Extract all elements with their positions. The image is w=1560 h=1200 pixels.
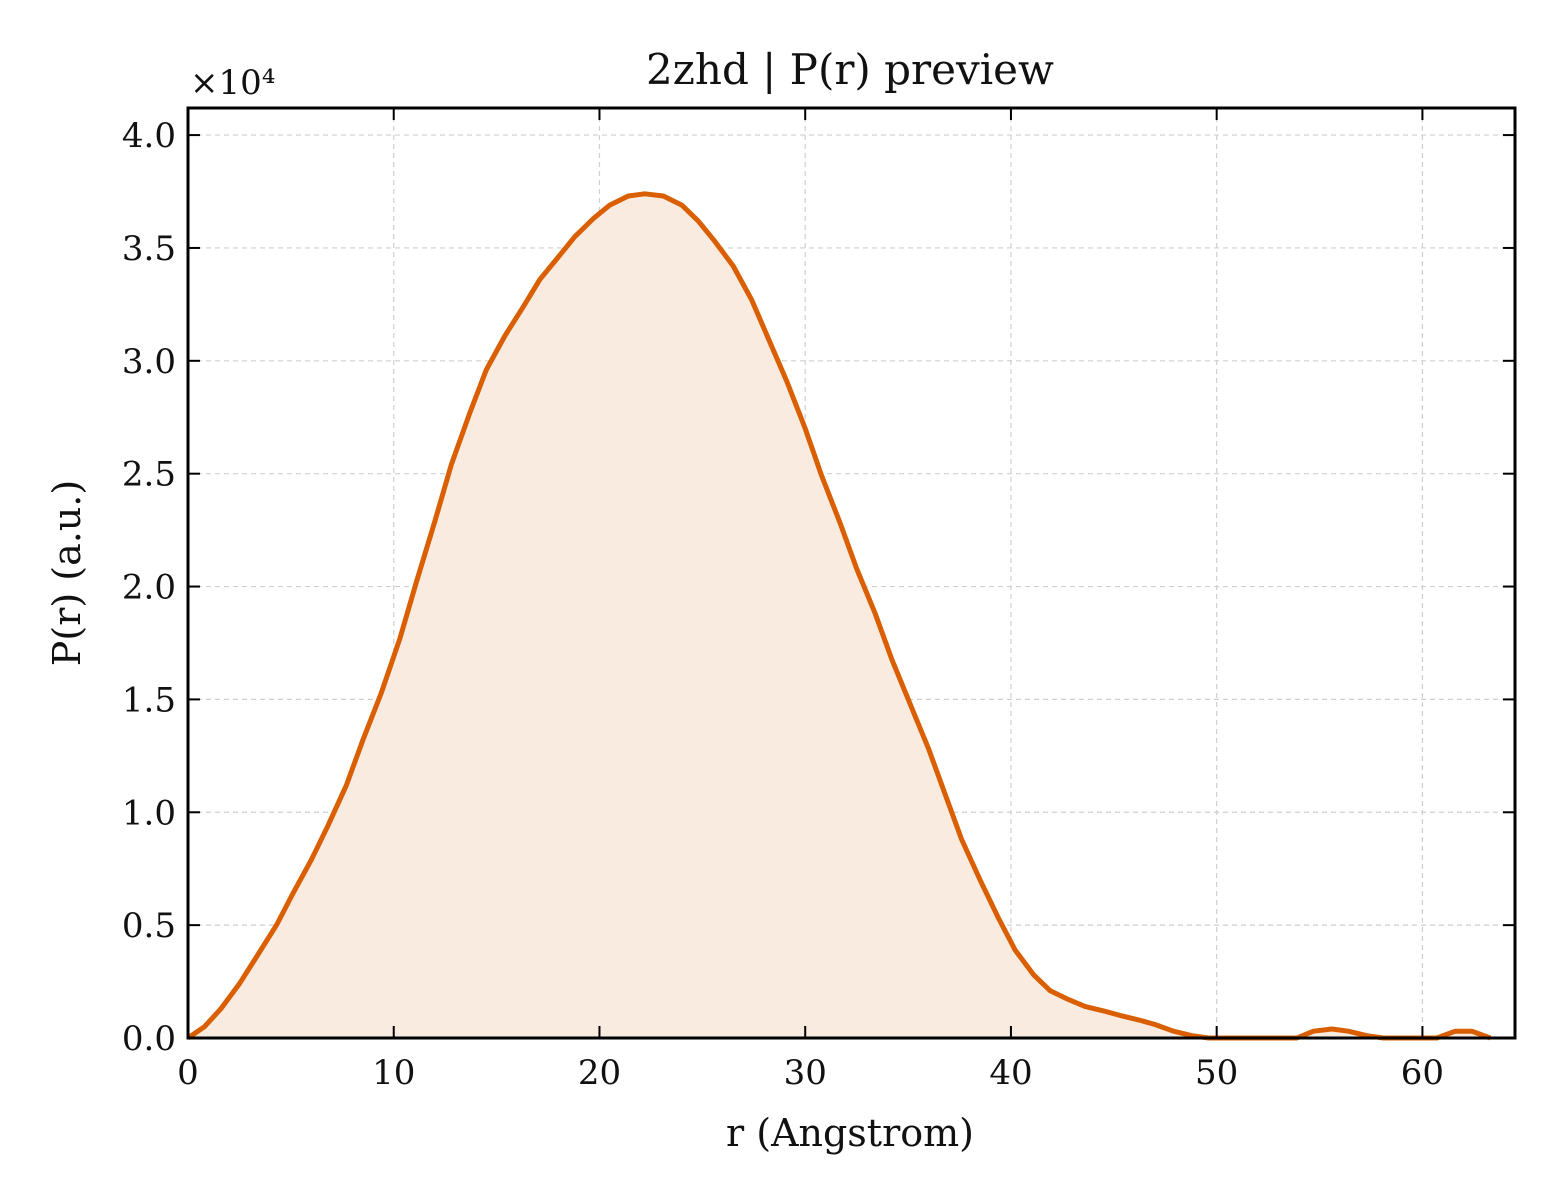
series-area-fill bbox=[188, 193, 1491, 1039]
y-tick-label: 2.5 bbox=[122, 455, 176, 495]
y-offset-label: ×10⁴ bbox=[190, 63, 275, 103]
plot-frame bbox=[186, 106, 1517, 1040]
x-tick-label: 20 bbox=[578, 1053, 621, 1093]
y-tick-label: 0.0 bbox=[122, 1019, 176, 1059]
x-tick-label: 0 bbox=[177, 1053, 199, 1093]
chart-title: 2zhd | P(r) preview bbox=[646, 45, 1054, 94]
y-tick-label: 0.5 bbox=[122, 906, 176, 946]
y-tick-label: 3.0 bbox=[122, 342, 176, 382]
y-tick-label: 1.5 bbox=[122, 680, 176, 720]
x-tick-label: 40 bbox=[989, 1053, 1032, 1093]
y-tick-label: 2.0 bbox=[122, 568, 176, 608]
y-tick-label: 4.0 bbox=[122, 116, 176, 156]
y-axis-label: P(r) (a.u.) bbox=[45, 480, 89, 666]
x-tick-label: 30 bbox=[784, 1053, 827, 1093]
x-tick-label: 10 bbox=[372, 1053, 415, 1093]
x-axis-label: r (Angstrom) bbox=[726, 1111, 974, 1155]
axis-ticks: 0 10 20 30 40 50 60 0.0 0.5 1.0 1.5 2.0 2.5 3.0 3.5 4.0 bbox=[122, 108, 1515, 1093]
y-tick-label: 1.0 bbox=[122, 793, 176, 833]
x-tick-label: 60 bbox=[1401, 1053, 1444, 1093]
y-tick-label: 3.5 bbox=[122, 229, 176, 269]
x-tick-label: 50 bbox=[1195, 1053, 1238, 1093]
